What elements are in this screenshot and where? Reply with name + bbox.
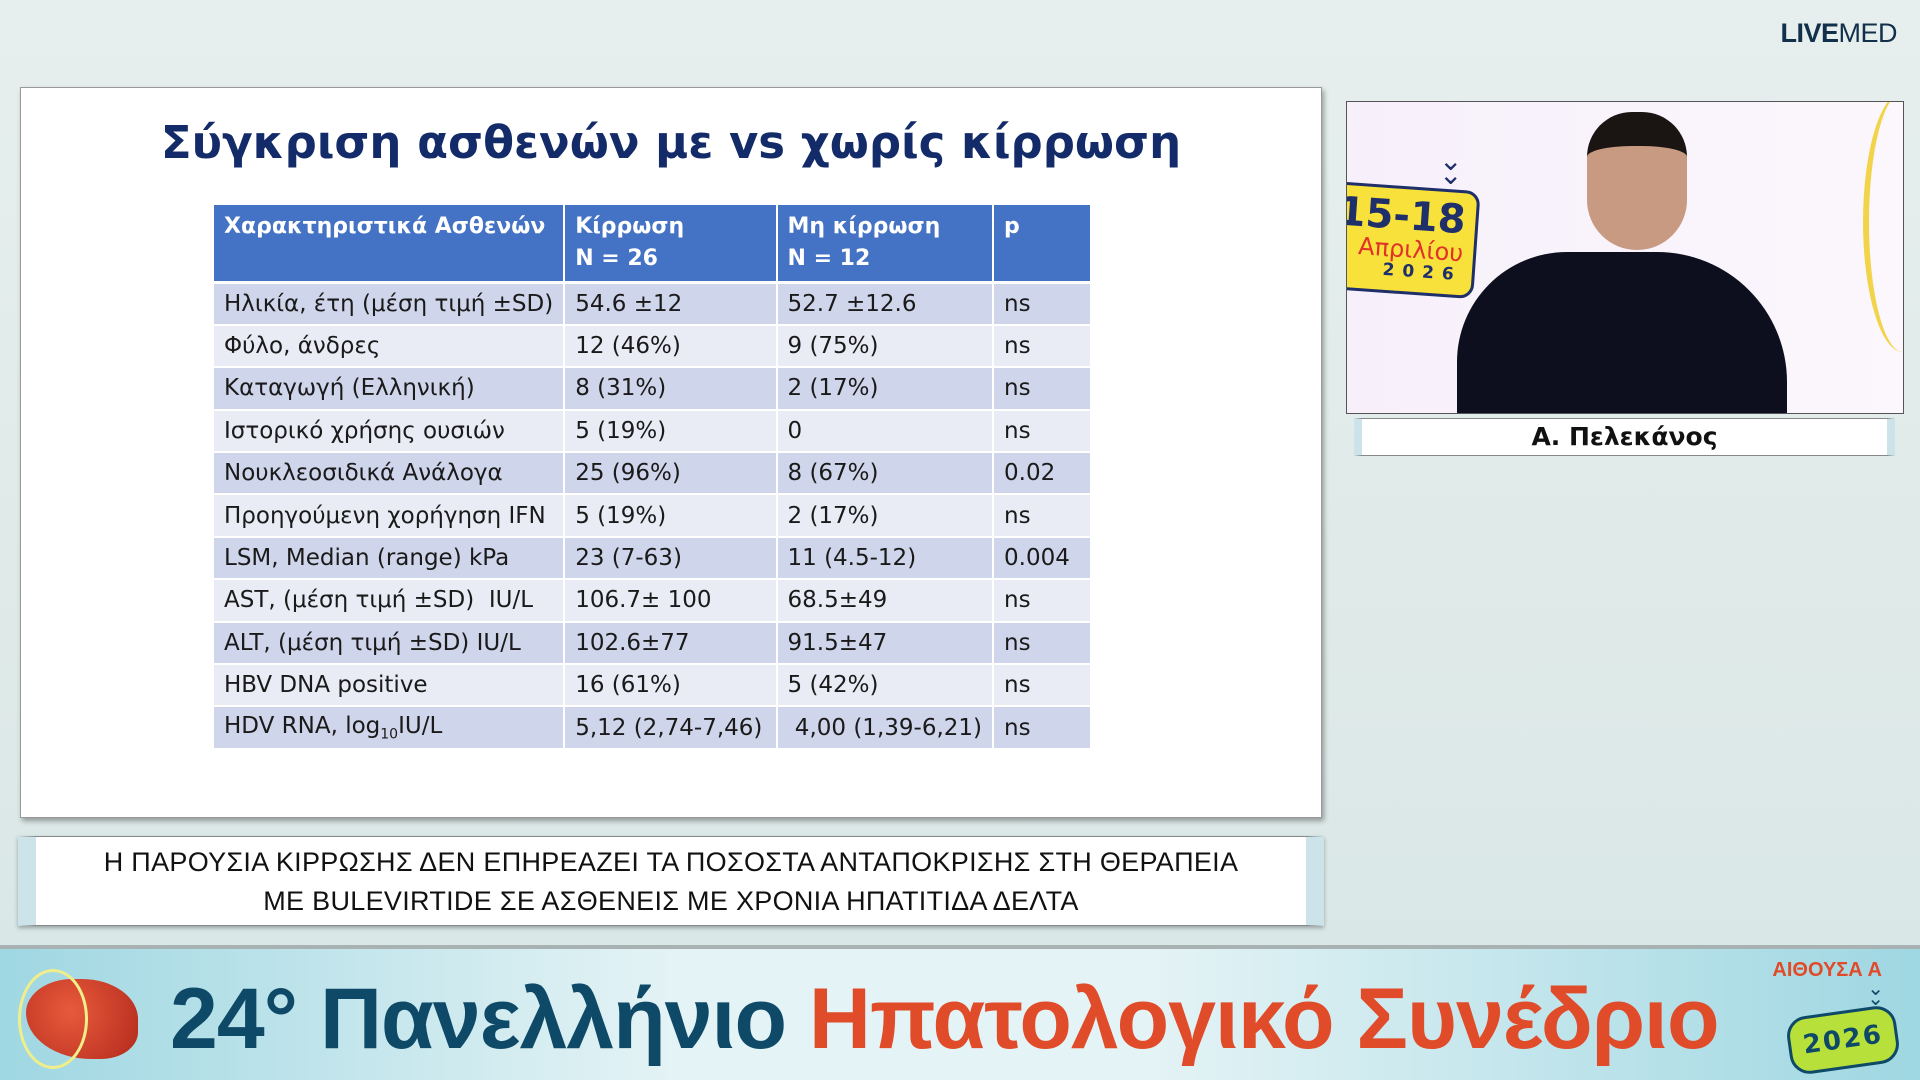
table-cell: 9 (75%) — [776, 324, 995, 369]
table-cell: 52.7 ±12.6 — [776, 282, 995, 326]
table-row: LSM, Median (range) kPa 23 (7-63) 11 (4.5-… — [214, 536, 1092, 581]
speaker-video: ⌄ ⌄ 15-18 Απριλίου 2026 — [1346, 101, 1904, 414]
table-cell: 91.5±47 — [776, 621, 995, 666]
table-row: HDV RNA, log10IU/L 5,12 (2,74-7,46) 4,00 … — [214, 706, 1092, 750]
table-row: Προηγούμενη χορήγηση IFN 5 (19%) 2 (17%) ns — [214, 494, 1092, 538]
table-cell: 102.6±77 — [564, 621, 778, 666]
conference-banner: 24° Πανελλήνιο Ηπατολογικό Συνέδριο ΑΙΘΟ… — [0, 945, 1920, 1080]
speaker-figure — [1457, 252, 1787, 413]
conference-title: 24° Πανελλήνιο Ηπατολογικό Συνέδριο — [170, 971, 1719, 1067]
column-header: Μη κίρρωση N = 12 — [776, 205, 995, 284]
table-row: HBV DNA positive 16 (61%) 5 (42%) ns — [214, 664, 1092, 708]
table-cell: 54.6 ±12 — [564, 282, 778, 326]
table-cell: LSM, Median (range) kPa — [214, 536, 566, 581]
table-cell: AST, (μέση τιμή ±SD) IU/L — [214, 579, 566, 623]
column-header: p — [993, 205, 1092, 284]
table-cell: ns — [993, 706, 1092, 750]
table-cell: 5,12 (2,74-7,46) — [564, 706, 778, 750]
table-cell: 0.02 — [993, 452, 1092, 496]
table-cell: Νουκλεοσιδικά Ανάλογα — [214, 452, 566, 496]
caption-line-1: Η ΠΑΡΟΥΣΙΑ ΚΙΡΡΩΣΗΣ ΔΕΝ ΕΠΗΡΕΑΖΕΙ ΤΑ ΠΟΣ… — [103, 847, 1239, 877]
table-row: Ιστορικό χρήσης ουσιών 5 (19%) 0 ns — [214, 409, 1092, 454]
table-row: Καταγωγή (Ελληνική) 8 (31%) 2 (17%) ns — [214, 367, 1092, 411]
table-cell: ns — [993, 664, 1092, 708]
table-cell: Προηγούμενη χορήγηση IFN — [214, 494, 566, 538]
livemed-logo: LIVEMED — [1780, 18, 1897, 48]
table-cell: 8 (31%) — [564, 367, 778, 411]
table-cell: 106.7± 100 — [564, 579, 778, 623]
table-cell: 12 (46%) — [564, 324, 778, 369]
double-chevron-down-icon: ⌄ ⌄ — [1867, 976, 1884, 1010]
table-cell: 16 (61%) — [564, 664, 778, 708]
table-cell: ns — [993, 494, 1092, 538]
slide-title: Σύγκριση ασθενών με vs χωρίς κίρρωση — [160, 116, 1182, 169]
logo-ring — [18, 969, 88, 1069]
speaker-head — [1587, 112, 1687, 250]
table-row: Φύλο, άνδρες 12 (46%) 9 (75%) ns — [214, 324, 1092, 369]
table-row: Νουκλεοσιδικά Ανάλογα 25 (96%) 8 (67%) 0.02 — [214, 452, 1092, 496]
table-cell: 8 (67%) — [776, 452, 995, 496]
double-chevron-down-icon: ⌄ ⌄ — [1439, 144, 1463, 191]
speaker-name: Α. Πελεκάνος — [1354, 418, 1895, 456]
column-header: Κίρρωση N = 26 — [564, 205, 778, 284]
table-cell: 2 (17%) — [776, 367, 995, 411]
caption-box: Η ΠΑΡΟΥΣΙΑ ΚΙΡΡΩΣΗΣ ΔΕΝ ΕΠΗΡΕΑΖΕΙ ΤΑ ΠΟΣ… — [18, 836, 1324, 926]
table-cell: ns — [993, 367, 1092, 411]
table-cell: 0 — [776, 409, 995, 454]
year-badge: 2026 — [1784, 1003, 1902, 1077]
table-cell: 25 (96%) — [564, 452, 778, 496]
table-cell: ns — [993, 579, 1092, 623]
table-cell: 2 (17%) — [776, 494, 995, 538]
table-row: Ηλικία, έτη (μέση τιμή ±SD) 54.6 ±12 52.7 … — [214, 282, 1092, 326]
room-label: ΑΙΘΟΥΣΑ Α — [1772, 959, 1882, 981]
table-cell: HBV DNA positive — [214, 664, 566, 708]
table-cell: 0.004 — [993, 536, 1092, 581]
table-cell: Ιστορικό χρήσης ουσιών — [214, 409, 566, 454]
table-row: AST, (μέση τιμή ±SD) IU/L 106.7± 100 68.5±… — [214, 579, 1092, 623]
caption-line-2: ΜΕ BULEVIRTIDE ΣΕ ΑΣΘΕΝΕΙΣ ΜΕ ΧΡΟΝΙΑ ΗΠΑ… — [263, 886, 1079, 916]
table-cell: ns — [993, 621, 1092, 666]
table-cell: Καταγωγή (Ελληνική) — [214, 367, 566, 411]
table-cell: 5 (19%) — [564, 494, 778, 538]
table-cell: ns — [993, 282, 1092, 326]
table-cell: 4,00 (1,39-6,21) — [776, 706, 995, 750]
decorative-arc — [1863, 102, 1903, 352]
table-cell: 23 (7-63) — [564, 536, 778, 581]
table-row: ALT, (μέση τιμή ±SD) IU/L 102.6±77 91.5±47… — [214, 621, 1092, 666]
table-cell: 5 (19%) — [564, 409, 778, 454]
table-cell: Φύλο, άνδρες — [214, 324, 566, 369]
date-badge: 15-18 Απριλίου 2026 — [1347, 180, 1481, 300]
column-header: Χαρακτηριστικά Ασθενών — [214, 205, 566, 284]
table-cell: ALT, (μέση τιμή ±SD) IU/L — [214, 621, 566, 666]
table-cell: ns — [993, 324, 1092, 369]
table-cell: ns — [993, 409, 1092, 454]
table-cell: HDV RNA, log10IU/L — [214, 706, 566, 750]
table-cell: 68.5±49 — [776, 579, 995, 623]
table-cell: Ηλικία, έτη (μέση τιμή ±SD) — [214, 282, 566, 326]
table-cell: 11 (4.5-12) — [776, 536, 995, 581]
comparison-table: Χαρακτηριστικά Ασθενών Κίρρωση N = 26 Μη κί… — [214, 205, 1092, 750]
table-cell: 5 (42%) — [776, 664, 995, 708]
